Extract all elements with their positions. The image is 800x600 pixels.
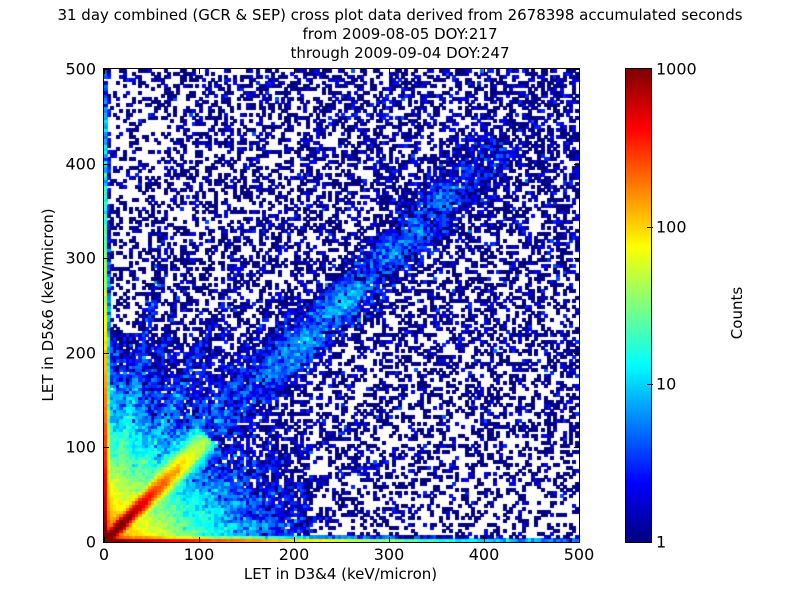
x-ticklabel-0: 0 — [98, 545, 110, 564]
plot-area — [103, 68, 580, 543]
colorbar-label: Counts — [728, 286, 746, 340]
x-tick-top-100 — [199, 69, 200, 74]
colorbar-ticklabel-1: 1 — [656, 532, 667, 552]
y-ticklabel-200: 200 — [65, 343, 96, 363]
heatmap-scatter-canvas — [104, 69, 579, 542]
x-ticklabel-200: 200 — [278, 545, 310, 564]
y-tick-500 — [104, 69, 109, 70]
colorbar-ticklabel-10: 10 — [656, 374, 677, 394]
x-tick-100 — [199, 537, 200, 542]
colorbar-tick-10 — [647, 384, 653, 386]
y-tick-right-400 — [574, 163, 579, 165]
y-tick-right-200 — [574, 352, 579, 354]
colorbar — [625, 68, 652, 543]
y-axis-label: LET in D5&6 (keV/micron) — [39, 208, 57, 402]
x-ticklabel-300: 300 — [373, 545, 405, 564]
x-tick-top-0 — [104, 69, 105, 74]
colorbar-gradient — [626, 69, 651, 542]
y-ticklabel-500: 500 — [65, 59, 96, 79]
x-tick-top-200 — [294, 69, 295, 74]
y-ticklabel-400: 400 — [65, 154, 96, 174]
colorbar-ticklabel-1000: 1000 — [656, 59, 697, 79]
x-tick-0 — [104, 537, 105, 542]
x-tick-400 — [484, 537, 485, 542]
y-tick-right-100 — [574, 447, 579, 449]
y-tick-right-300 — [574, 258, 579, 260]
y-ticklabel-0: 0 — [85, 532, 96, 552]
x-tick-top-300 — [389, 69, 390, 74]
x-tick-top-500 — [579, 69, 580, 74]
x-tick-200 — [294, 537, 295, 542]
y-tick-right-0 — [574, 542, 579, 543]
colorbar-ticklabel-100: 100 — [656, 217, 687, 237]
x-ticklabel-500: 500 — [563, 545, 595, 564]
y-tick-400 — [104, 163, 109, 165]
y-tick-200 — [104, 352, 109, 354]
x-axis-label: LET in D3&4 (keV/micron) — [243, 565, 438, 583]
y-tick-300 — [104, 258, 109, 260]
x-tick-500 — [579, 537, 580, 542]
title-line-1: 31 day combined (GCR & SEP) cross plot d… — [57, 6, 743, 24]
title-line-2: from 2009-08-05 DOY:217 — [302, 25, 498, 43]
x-ticklabel-400: 400 — [468, 545, 500, 564]
title-line-3: through 2009-09-04 DOY:247 — [290, 44, 510, 62]
y-ticklabel-100: 100 — [65, 437, 96, 457]
x-tick-top-400 — [484, 69, 485, 74]
y-ticklabel-300: 300 — [65, 248, 96, 268]
x-ticklabel-100: 100 — [183, 545, 215, 564]
colorbar-tick-100 — [647, 226, 653, 228]
chart-title: 31 day combined (GCR & SEP) cross plot d… — [0, 6, 800, 63]
x-tick-300 — [389, 537, 390, 542]
y-tick-100 — [104, 447, 109, 449]
y-tick-0 — [104, 542, 109, 543]
y-tick-right-500 — [574, 69, 579, 70]
